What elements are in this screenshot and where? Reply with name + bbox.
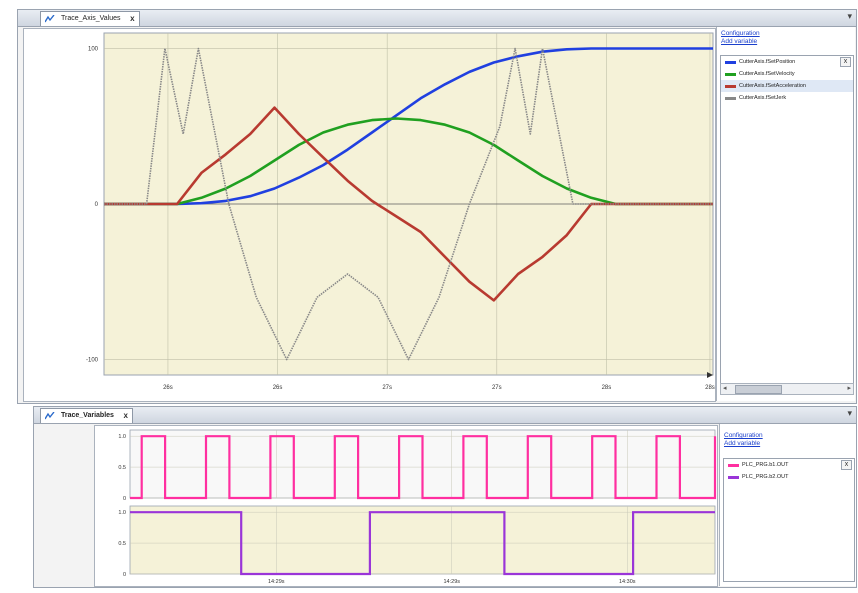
x-tick-label: 27s [492, 385, 502, 391]
tab-label: Trace_Variables [61, 412, 114, 419]
variables-chart: 1.0 0.5 0 1.0 0.5 0 14:29s 14:29s 14:30s [118, 429, 717, 585]
x-tick-label: 26s [273, 385, 283, 391]
legend-label: CutterAxis.fSetPosition [739, 59, 796, 65]
legend-scrollbar[interactable]: ◂ ▸ [720, 383, 854, 395]
x-tick-label: 27s [382, 385, 392, 391]
legend-label: CutterAxis.fSetJerk [739, 95, 787, 101]
window-dropdown-icon[interactable]: ▾ [847, 11, 852, 21]
legend-swatch [728, 476, 739, 479]
legend-item[interactable]: PLC_PRG.b1.OUT [724, 459, 854, 471]
y-tick-label: 1.0 [118, 434, 126, 440]
x-tick-label: 14:29s [268, 579, 285, 585]
legend-item[interactable]: CutterAxis.fSetAcceleration [721, 80, 853, 92]
trace-icon [45, 412, 55, 420]
x-tick-label: 28s [602, 385, 612, 391]
x-tick-label: 14:29s [443, 579, 460, 585]
variables-legend: x PLC_PRG.b1.OUT PLC_PRG.b2.OUT [723, 458, 855, 582]
series-line-0 [130, 435, 717, 500]
legend-item[interactable]: PLC_PRG.b2.OUT [724, 471, 854, 483]
legend-swatch [725, 97, 736, 100]
legend-swatch [728, 464, 739, 467]
tab-trace-variables[interactable]: Trace_Variables x [40, 408, 133, 423]
axis-legend: x CutterAxis.fSetPosition CutterAxis.fSet… [720, 55, 854, 385]
series-line-1 [130, 511, 715, 576]
legend-item[interactable]: CutterAxis.fSetJerk [721, 92, 853, 104]
x-axis-arrow [707, 372, 713, 378]
axis-plot-area[interactable]: 100 0 -100 26s 26s 27s 27s 28s 28s [23, 28, 716, 402]
series-line-0 [104, 47, 713, 206]
y-tick-label: 100 [88, 47, 99, 53]
add-variable-link[interactable]: Add variable [724, 440, 761, 447]
axis-values-chart: 100 0 -100 26s 26s 27s 27s 28s 28s [86, 32, 715, 391]
series-line-3 [104, 47, 713, 361]
scroll-thumb[interactable] [735, 385, 782, 394]
legend-swatch [725, 85, 736, 88]
y-tick-label: 0 [123, 572, 126, 578]
trace-variables-window: Trace_Variables x ▾ 1.0 0.5 0 1.0 0.5 0 14:29s… [33, 406, 857, 588]
y-tick-label: -100 [86, 357, 99, 363]
tab-trace-axis-values[interactable]: Trace_Axis_Values x [40, 11, 140, 26]
legend-close-icon[interactable]: x [841, 460, 852, 470]
configuration-link[interactable]: Configuration [721, 30, 760, 37]
legend-label: CutterAxis.fSetVelocity [739, 71, 795, 77]
y-tick-label: 0 [123, 496, 126, 502]
legend-label: CutterAxis.fSetAcceleration [739, 83, 806, 89]
trace-axis-window: Trace_Axis_Values x ▾ 100 0 -100 26s 26s 27s 2… [17, 9, 857, 404]
y-tick-label: 0.5 [118, 541, 126, 547]
x-tick-label: 28s [705, 385, 715, 391]
legend-label: PLC_PRG.b2.OUT [742, 474, 789, 480]
x-tick-label: 14:30s [619, 579, 636, 585]
legend-item[interactable]: CutterAxis.fSetPosition [721, 56, 853, 68]
tab-close-icon[interactable]: x [123, 411, 128, 420]
y-tick-label: 0 [95, 202, 99, 208]
variables-side-panel: Configuration Add variable x PLC_PRG.b1.… [719, 424, 856, 586]
tab-bar: Trace_Axis_Values x ▾ [18, 10, 856, 27]
scroll-left-icon[interactable]: ◂ [723, 385, 727, 392]
tab-close-icon[interactable]: x [130, 14, 135, 23]
variables-plot-area[interactable]: 1.0 0.5 0 1.0 0.5 0 14:29s 14:29s 14:30s [94, 425, 718, 587]
legend-item[interactable]: CutterAxis.fSetVelocity [721, 68, 853, 80]
legend-swatch [725, 61, 736, 64]
add-variable-link[interactable]: Add variable [721, 38, 758, 45]
axis-side-panel: Configuration Add variable x CutterAxis.… [716, 27, 855, 401]
legend-close-icon[interactable]: x [840, 57, 851, 67]
tab-bar: Trace_Variables x ▾ [34, 407, 856, 424]
x-tick-label: 26s [163, 385, 173, 391]
legend-label: PLC_PRG.b1.OUT [742, 462, 789, 468]
y-tick-label: 1.0 [118, 510, 126, 516]
y-tick-label: 0.5 [118, 465, 126, 471]
legend-swatch [725, 73, 736, 76]
lane-background [129, 505, 716, 575]
scroll-right-icon[interactable]: ▸ [847, 385, 851, 392]
configuration-link[interactable]: Configuration [724, 432, 763, 439]
trace-icon [45, 15, 55, 23]
window-dropdown-icon[interactable]: ▾ [847, 408, 852, 418]
tab-label: Trace_Axis_Values [61, 15, 121, 22]
